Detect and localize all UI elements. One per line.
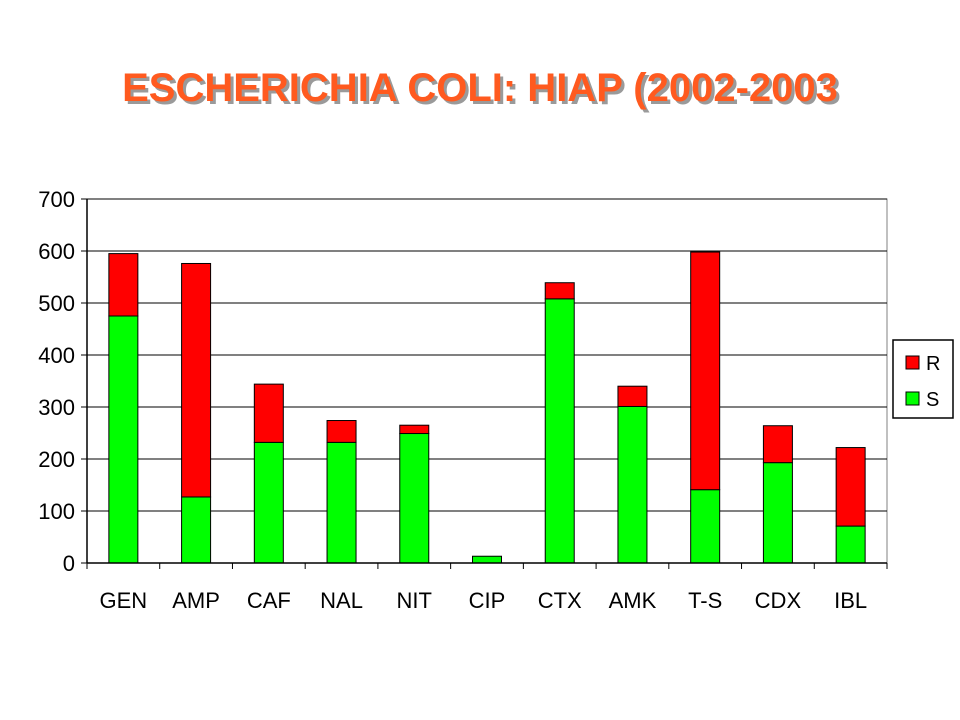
x-tick-label: AMP <box>172 588 220 613</box>
bar-r-ibl <box>835 447 866 527</box>
legend-swatch-r <box>905 355 920 370</box>
bar-r-cdx <box>762 425 793 464</box>
bars <box>108 251 866 564</box>
x-tick-label: NAL <box>320 588 363 613</box>
bar-s-nal <box>326 441 357 564</box>
bar-s-amk <box>617 405 648 564</box>
x-tick-label: CIP <box>469 588 506 613</box>
bar-r-caf <box>253 383 284 443</box>
legend-box <box>892 339 954 419</box>
legend-label-s: S <box>926 389 939 411</box>
bar-s-caf <box>253 441 284 564</box>
x-tick-label: CAF <box>247 588 291 613</box>
bar-s-cip <box>472 555 502 564</box>
x-tick-labels: GEN AMP CAF NAL NIT CIP CTX AMK T-S CDX IBL <box>100 588 868 613</box>
bar-s-ctx <box>544 298 575 564</box>
y-tick-label: 200 <box>38 447 75 472</box>
y-tick-labels: 0 100 200 300 400 500 600 700 <box>38 187 75 576</box>
bar-r-amk <box>617 385 648 407</box>
x-tick-label: CDX <box>755 588 802 613</box>
bar-s-gen <box>108 315 139 564</box>
y-tick-label: 100 <box>38 499 75 524</box>
legend-label-r: R <box>926 353 940 375</box>
y-tick-label: 600 <box>38 239 75 264</box>
y-tick-label: 400 <box>38 343 75 368</box>
bar-r-gen <box>108 253 139 317</box>
y-tick-label: 300 <box>38 395 75 420</box>
bar-s-cdx <box>762 462 793 564</box>
bar-s-nit <box>399 433 430 564</box>
bar-r-nit <box>399 424 430 435</box>
x-tick-label: CTX <box>538 588 582 613</box>
bar-s-t-s <box>690 489 721 564</box>
axes <box>81 198 888 569</box>
bar-r-amp <box>181 262 212 498</box>
x-tick-label: AMK <box>609 588 657 613</box>
y-tick-label: 0 <box>63 551 75 576</box>
x-tick-label: T-S <box>688 588 722 613</box>
legend-swatch-s <box>905 391 920 406</box>
bar-r-t-s <box>690 251 721 491</box>
legend: R S <box>892 339 954 419</box>
bar-s-amp <box>181 496 212 564</box>
bar-s-ibl <box>835 525 866 564</box>
y-tick-label: 700 <box>38 187 75 212</box>
x-tick-label: IBL <box>834 588 867 613</box>
chart-title: ESCHERICHIA COLI: HIAP (2002-2003 <box>122 66 838 110</box>
x-tick-label: NIT <box>397 588 432 613</box>
y-tick-label: 500 <box>38 291 75 316</box>
x-tick-label: GEN <box>100 588 148 613</box>
bar-r-nal <box>326 420 357 443</box>
bar-r-ctx <box>544 282 575 300</box>
